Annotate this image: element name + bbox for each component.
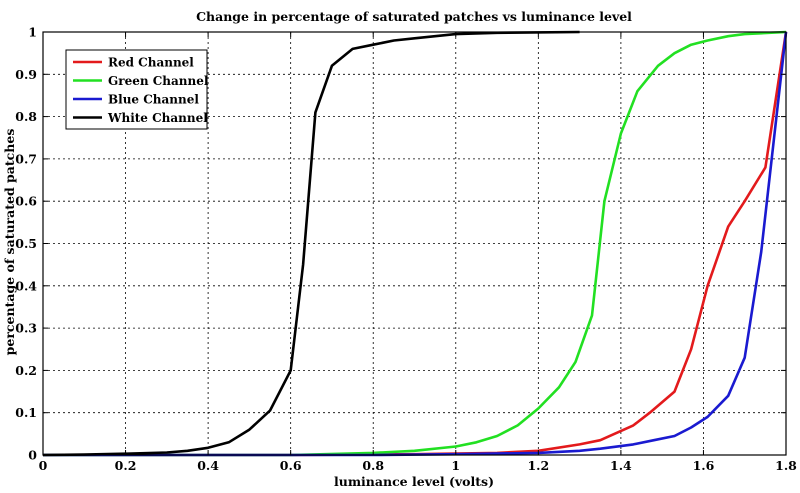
y-tick-label: 0.2 [15,363,37,378]
grid [43,32,786,455]
y-tick-label: 0 [28,448,37,463]
y-tick-label: 0.3 [15,321,37,336]
ticks [42,31,787,456]
y-tick-labels: 0 0.1 0.2 0.3 0.4 0.5 0.6 0.7 0.8 0.9 1 [15,25,37,463]
x-tick-label: 0.4 [197,458,219,473]
x-tick-label: 0 [39,458,48,473]
y-tick-label: 0.6 [15,194,37,209]
x-tick-labels: 0 0.2 0.4 0.6 0.8 1 1.2 1.4 1.6 1.8 [39,458,798,473]
series-line-green-channel [43,30,787,457]
x-tick-label: 1 [451,458,460,473]
x-tick-label: 1.6 [693,458,715,473]
x-tick-label: 0.2 [115,458,137,473]
y-tick-label: 0.4 [15,278,37,293]
series-line-blue-channel [43,31,788,457]
series-line-white-channel [42,30,580,457]
y-tick-label: 0.9 [15,67,37,82]
x-axis-label: luminance level (volts) [334,474,494,489]
legend-label-white-channel: White Channel [107,111,208,125]
legend-label-green-channel: Green Channel [108,74,209,88]
chart-title: Change in percentage of saturated patche… [196,9,632,24]
legend-label-red-channel: Red Channel [108,56,194,70]
y-axis-label: percentage of saturated patches [2,129,17,356]
y-tick-label: 0.8 [15,109,37,124]
x-tick-label: 1.4 [610,458,632,473]
y-tick-label: 0.5 [15,236,37,251]
x-tick-label: 1.8 [775,458,797,473]
legend: Red Channel Green Channel Blue Channel Whit… [65,49,209,130]
y-tick-label: 0.7 [15,151,37,166]
legend-label-blue-channel: Blue Channel [108,93,199,107]
x-tick-label: 1.2 [527,458,549,473]
x-tick-label: 0.8 [362,458,384,473]
x-tick-label: 0.6 [280,458,302,473]
y-tick-label: 1 [28,25,37,40]
y-tick-label: 0.1 [15,405,37,420]
